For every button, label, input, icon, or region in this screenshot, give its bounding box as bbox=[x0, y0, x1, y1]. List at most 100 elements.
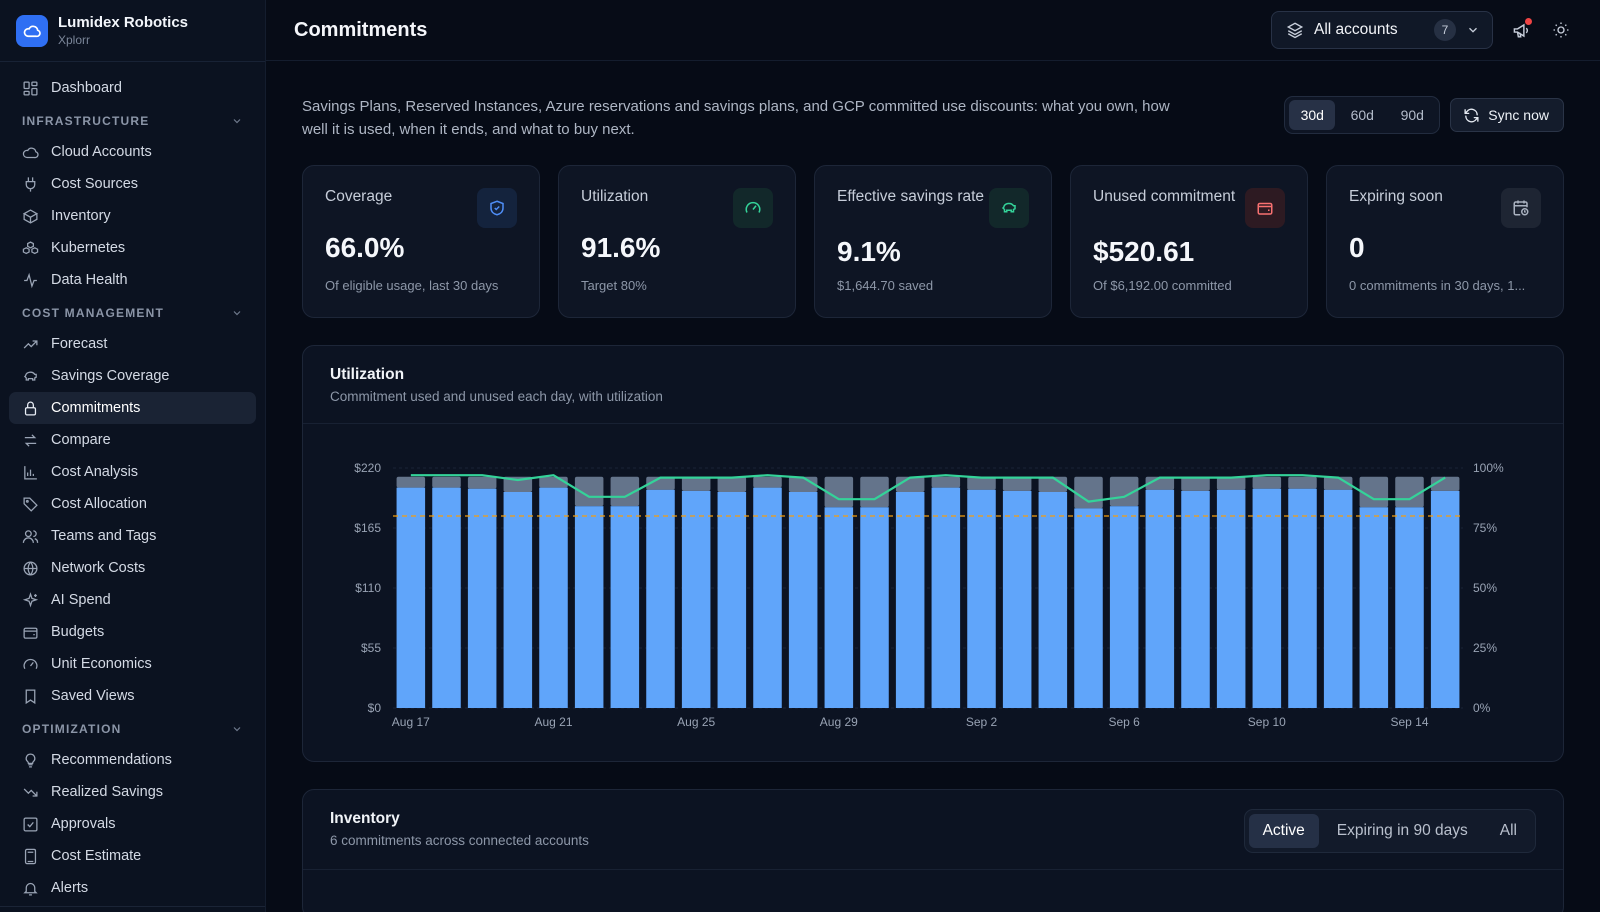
sidebar-item-label: Cost Estimate bbox=[51, 848, 142, 864]
utilization-chart: $0 $55 $110 $165 $220 0% 25% 50% 75% 100% Aug 17 Au… bbox=[303, 424, 1563, 761]
bar-used bbox=[931, 487, 961, 708]
sidebar-item-label: Network Costs bbox=[51, 560, 146, 576]
trending-down-icon bbox=[23, 788, 38, 797]
tab-all[interactable]: All bbox=[1499, 822, 1517, 839]
sidebar-item-saved-views[interactable]: Saved Views bbox=[9, 680, 256, 712]
sidebar-item-cloud-accounts[interactable]: Cloud Accounts bbox=[9, 136, 256, 168]
check-square-icon bbox=[23, 816, 38, 832]
kpi-value: 9.1% bbox=[837, 236, 901, 267]
utilization-chart-svg: $0 $55 $110 $165 $220 0% 25% 50% 75% 100% Aug 17 Au… bbox=[354, 461, 1504, 729]
sidebar-item-teams-and-tags[interactable]: Teams and Tags bbox=[9, 520, 256, 552]
bar-unused bbox=[681, 476, 711, 491]
section-optimization[interactable]: OPTIMIZATION bbox=[9, 714, 256, 744]
sidebar-item-cost-analysis[interactable]: Cost Analysis bbox=[9, 456, 256, 488]
kpi-card-expiring-soon: Expiring soon 0 0 commitments in 30 days… bbox=[1326, 165, 1564, 318]
sidebar-item-label: Kubernetes bbox=[51, 240, 126, 256]
section-infrastructure[interactable]: INFRASTRUCTURE bbox=[9, 106, 256, 136]
sun-icon bbox=[1553, 22, 1569, 38]
sidebar-item-kubernetes[interactable]: Kubernetes bbox=[9, 232, 256, 264]
sidebar-item-approvals[interactable]: Approvals bbox=[9, 808, 256, 840]
sidebar-item-alerts[interactable]: Alerts bbox=[9, 872, 256, 904]
account-select[interactable]: All accounts 7 bbox=[1271, 11, 1493, 49]
kpi-card-coverage: Coverage 66.0% Of eligible usage, last 3… bbox=[302, 165, 540, 318]
kpi-subtext: 0 commitments in 30 days, 1... bbox=[1349, 278, 1526, 293]
calculator-icon bbox=[24, 848, 37, 864]
sidebar-item-forecast[interactable]: Forecast bbox=[9, 328, 256, 360]
sidebar-item-ai-spend[interactable]: AI Spend bbox=[9, 584, 256, 616]
sidebar-item-label: Cost Sources bbox=[51, 176, 139, 192]
bar-used bbox=[967, 489, 996, 708]
main-content: Savings Plans, Reserved Instances, Azure… bbox=[266, 62, 1600, 912]
sidebar-item-dashboard[interactable]: Dashboard bbox=[9, 72, 256, 104]
bar-used bbox=[539, 487, 568, 708]
bar-used bbox=[1216, 489, 1246, 708]
y-axis-right-tick: 75% bbox=[1473, 521, 1497, 535]
kpi-value: 0 bbox=[1349, 232, 1365, 263]
bar-unused bbox=[931, 476, 961, 488]
sidebar-item-recommendations[interactable]: Recommendations bbox=[9, 744, 256, 776]
sidebar-item-data-health[interactable]: Data Health bbox=[9, 264, 256, 296]
bar-unused bbox=[432, 476, 461, 488]
kpi-value: 91.6% bbox=[581, 232, 661, 263]
sidebar-item-label: Inventory bbox=[51, 208, 111, 224]
range-60d-button[interactable]: 60d bbox=[1350, 107, 1374, 123]
announcements-button[interactable] bbox=[1509, 18, 1533, 42]
kpi-label: Effective savings rate bbox=[837, 188, 985, 205]
cloud-logo-icon bbox=[16, 14, 48, 47]
bar-unused bbox=[1216, 476, 1246, 490]
cloud-icon bbox=[22, 147, 39, 158]
sidebar-item-label: Realized Savings bbox=[51, 784, 164, 800]
kpi-value: 66.0% bbox=[325, 232, 405, 263]
sidebar-item-budgets[interactable]: Budgets bbox=[9, 616, 256, 648]
bar-used bbox=[503, 492, 533, 708]
bar-used bbox=[1288, 488, 1317, 708]
bar-unused bbox=[467, 476, 497, 489]
tab-expiring-in-90-days[interactable]: Expiring in 90 days bbox=[1336, 822, 1468, 839]
section-title: COST MANAGEMENT bbox=[22, 306, 164, 320]
section-cost-management[interactable]: COST MANAGEMENT bbox=[9, 298, 256, 328]
y-axis-left-tick: $220 bbox=[354, 461, 381, 475]
brand[interactable]: Lumidex Robotics Xplorr bbox=[0, 0, 265, 62]
range-90d-button[interactable]: 90d bbox=[1400, 107, 1424, 123]
sidebar-item-commitments[interactable]: Commitments bbox=[9, 392, 256, 424]
bar-unused bbox=[574, 476, 604, 507]
y-axis-right-tick: 50% bbox=[1473, 581, 1497, 595]
kpi-subtext: Of $6,192.00 committed bbox=[1093, 278, 1232, 293]
wallet-icon bbox=[1245, 188, 1285, 228]
top-bar-actions: All accounts 7 bbox=[1271, 11, 1573, 49]
bar-unused bbox=[1181, 476, 1210, 491]
kpi-subtext: $1,644.70 saved bbox=[837, 278, 934, 293]
sidebar-item-compare[interactable]: Compare bbox=[9, 424, 256, 456]
tab-active[interactable]: Active bbox=[1248, 814, 1319, 848]
sidebar-item-cost-sources[interactable]: Cost Sources bbox=[9, 168, 256, 200]
inventory-panel-header: Inventory 6 commitments across connected… bbox=[303, 790, 1563, 870]
sidebar-item-realized-savings[interactable]: Realized Savings bbox=[9, 776, 256, 808]
bar-used bbox=[1359, 507, 1389, 708]
y-axis-left-tick: $0 bbox=[368, 701, 382, 715]
bar-used bbox=[824, 507, 854, 708]
kpi-row: Coverage 66.0% Of eligible usage, last 3… bbox=[302, 165, 1564, 318]
range-30d-button[interactable]: 30d bbox=[1289, 100, 1336, 130]
sidebar-item-savings-coverage[interactable]: Savings Coverage bbox=[9, 360, 256, 392]
brand-subtitle: Xplorr bbox=[58, 33, 91, 47]
sidebar-item-label: Cloud Accounts bbox=[51, 144, 152, 160]
sidebar-item-network-costs[interactable]: Network Costs bbox=[9, 552, 256, 584]
bar-used bbox=[646, 489, 675, 708]
account-count-badge: 7 bbox=[1434, 19, 1456, 41]
sidebar-item-label: Unit Economics bbox=[51, 656, 152, 672]
sidebar-item-unit-economics[interactable]: Unit Economics bbox=[9, 648, 256, 680]
sidebar-item-cost-allocation[interactable]: Cost Allocation bbox=[9, 488, 256, 520]
sidebar-item-cost-estimate[interactable]: Cost Estimate bbox=[9, 840, 256, 872]
sidebar-item-label: Data Health bbox=[51, 272, 128, 288]
bookmark-icon bbox=[25, 688, 36, 704]
inventory-panel: Inventory 6 commitments across connected… bbox=[302, 789, 1564, 912]
sidebar-item-inventory[interactable]: Inventory bbox=[9, 200, 256, 232]
page-title: Commitments bbox=[294, 18, 428, 41]
theme-toggle-button[interactable] bbox=[1549, 18, 1573, 42]
sidebar-item-label: Commitments bbox=[51, 400, 141, 416]
account-select-label: All accounts bbox=[1314, 21, 1398, 38]
sync-now-button[interactable]: Sync now bbox=[1450, 98, 1564, 132]
sidebar-item-label: Teams and Tags bbox=[51, 528, 157, 544]
date-range-toggle: 30d 60d 90d bbox=[1284, 96, 1441, 134]
bar-used bbox=[681, 490, 711, 708]
